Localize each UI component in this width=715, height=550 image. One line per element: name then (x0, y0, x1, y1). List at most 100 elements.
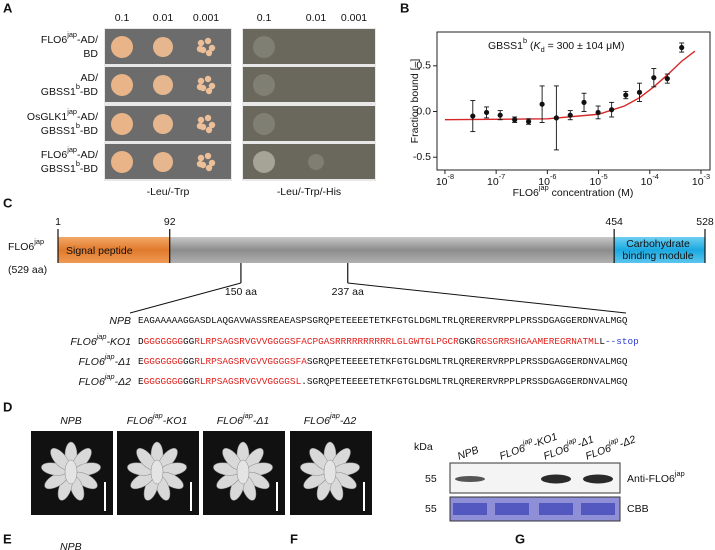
text-part: = 300 ± 104 μM) (545, 40, 625, 52)
fit-line (444, 50, 696, 121)
growth (308, 154, 324, 170)
cbb-band (453, 503, 487, 515)
y-tick-label: 0.0 (416, 105, 431, 117)
sequence: EAGAAAAAGGASDLAQGAVWASSREAEASPSGRQPETEEE… (138, 315, 628, 326)
dilution-label: 0.1 (115, 12, 130, 24)
text-part: concentration (M) (549, 187, 634, 199)
text-part: RGSGRRSHGAAMEREGRNATML (476, 336, 600, 347)
row-label: AD/ (80, 72, 98, 84)
text-part: GKG (459, 336, 476, 347)
y-tick-label: -0.5 (413, 151, 431, 163)
text-part: 10 (589, 176, 601, 188)
text-part: FLO6 (498, 442, 527, 462)
text-part: jap (606, 436, 619, 448)
plot-frame (436, 31, 711, 171)
text-part: -Δ1 (253, 415, 269, 427)
position-label: 454 (605, 216, 623, 228)
text-part: -6 (550, 172, 557, 181)
data-point (539, 101, 545, 107)
colony (196, 122, 204, 130)
text-part: jap (33, 237, 44, 246)
position-label: 1 (55, 216, 61, 228)
medium-label: -Leu/-Trp/-His (277, 186, 341, 198)
text-part: FLO6 (8, 241, 34, 253)
panel-label: B (400, 0, 409, 15)
colony (196, 160, 204, 168)
colony (153, 37, 173, 57)
x-tick-label: 10-3 (692, 172, 710, 187)
colony (197, 154, 205, 162)
data-point (679, 44, 685, 51)
domain-label: Carbohydrate (626, 238, 690, 250)
text-part: 10 (538, 176, 550, 188)
text-part: -Δ1 (115, 356, 131, 368)
seed (64, 459, 78, 485)
position-label: 528 (696, 216, 714, 228)
text-part: BD (83, 48, 98, 60)
colony (196, 45, 204, 53)
text-part: GBSS1 (41, 86, 76, 98)
loading-label: CBB (627, 503, 649, 515)
colony (204, 114, 212, 122)
text-part: FLO6 (41, 34, 67, 46)
colony (153, 75, 173, 95)
dilution-label: 0.01 (306, 12, 327, 24)
antibody-label: Anti-FLO6jap (627, 469, 685, 484)
domain-label: Signal peptide (66, 245, 133, 257)
text-part: -5 (601, 172, 608, 181)
blot-band (583, 474, 613, 484)
text-part: RLRPSAGSRVGVVGGGGSFACPGASRRRRRRRRRRLGLGW… (194, 336, 459, 347)
medium-label: -Leu/-Trp (147, 186, 190, 198)
colony (111, 151, 133, 173)
colony (205, 164, 213, 172)
text-part: Anti-FLO6 (627, 473, 675, 485)
domain-label: binding module (622, 250, 693, 262)
colony (208, 44, 216, 52)
data-point (623, 92, 629, 98)
cbb-band (495, 503, 529, 515)
text-part: -BD (80, 86, 99, 98)
colony (208, 82, 216, 90)
text-part: -7 (499, 172, 506, 181)
panel-label: D (3, 399, 12, 414)
cbb-band (581, 503, 615, 515)
text-part: -Δ2 (340, 415, 357, 427)
data-point (497, 112, 503, 118)
sequence-name: NPB (109, 315, 131, 327)
colony (204, 37, 212, 45)
text-part: GBSS1 (41, 125, 76, 137)
lane-label: NPB (456, 444, 480, 463)
colony (196, 83, 204, 91)
text-part: jap (104, 372, 115, 381)
text-part: GGGGGGG (144, 336, 184, 347)
annotation: GBSS1b (Kd = 300 ± 104 μM) (488, 36, 624, 54)
text-part: jap (564, 436, 577, 448)
data-point (609, 107, 615, 113)
colony (197, 116, 205, 124)
colony (111, 113, 133, 135)
text-part: -4 (652, 172, 659, 181)
y-tick-label: 0.5 (416, 60, 431, 72)
text-part: -8 (448, 172, 455, 181)
row-label: FLO6jap-AD/ (41, 30, 98, 45)
dilution-label: 0.01 (153, 12, 174, 24)
panel-label: A (3, 0, 13, 15)
blot-band (455, 476, 485, 482)
line-label: FLO6jap-Δ2 (304, 411, 357, 426)
text-part: GGGGGGG (144, 356, 184, 367)
text-part: jap (66, 107, 77, 116)
growth (253, 151, 275, 173)
text-part: FLO6 (217, 415, 243, 427)
panel-label: E (3, 531, 12, 546)
colony (204, 152, 212, 160)
text-part: jap (674, 469, 685, 478)
x-tick-label: 10-4 (641, 172, 659, 187)
text-part: GG (183, 336, 195, 347)
text-part: -Δ2 (618, 433, 638, 450)
text-part: GBSS1 (488, 40, 523, 52)
text-part: -AD/ (77, 149, 98, 161)
text-part: OsGLK1 (27, 111, 67, 123)
text-part: jap (242, 411, 253, 420)
data-point (470, 113, 476, 119)
colony (111, 36, 133, 58)
